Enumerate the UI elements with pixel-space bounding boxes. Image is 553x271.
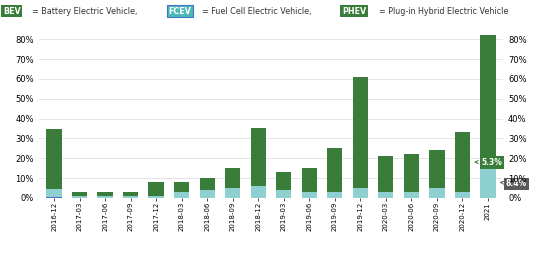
Bar (455, 133, 470, 192)
Bar (200, 178, 215, 190)
Bar (251, 186, 266, 198)
Bar (455, 192, 470, 198)
Bar (123, 196, 138, 198)
Bar (301, 192, 317, 198)
Bar (327, 148, 342, 192)
Bar (327, 192, 342, 198)
Bar (404, 192, 419, 198)
Bar (251, 128, 266, 186)
Text: = Fuel Cell Electric Vehicle,: = Fuel Cell Electric Vehicle, (202, 7, 312, 16)
Bar (123, 192, 138, 196)
Bar (225, 188, 241, 198)
Bar (353, 188, 368, 198)
Text: = Plug-in Hybrid Electric Vehicle: = Plug-in Hybrid Electric Vehicle (379, 7, 509, 16)
Bar (148, 182, 164, 196)
Bar (378, 156, 394, 192)
Bar (225, 168, 241, 188)
Bar (72, 192, 87, 196)
Bar (174, 192, 189, 198)
Legend: Brand new FCEV passenger cars, Brand new PHEV passenger cars, Brand new BEV pass: Brand new FCEV passenger cars, Brand new… (34, 0, 452, 2)
Bar (97, 192, 113, 196)
Bar (480, 166, 495, 198)
Bar (276, 190, 291, 198)
Text: PHEV: PHEV (342, 7, 366, 16)
Text: FCEV: FCEV (169, 7, 191, 16)
Bar (148, 196, 164, 198)
Bar (301, 168, 317, 192)
Bar (429, 188, 445, 198)
Text: 5.3%: 5.3% (475, 158, 503, 167)
Bar (97, 196, 113, 198)
Bar (353, 77, 368, 188)
Bar (378, 192, 394, 198)
Text: 8.4%: 8.4% (500, 179, 527, 188)
Bar (46, 197, 62, 198)
Bar (276, 172, 291, 190)
Bar (404, 154, 419, 192)
Text: BEV: BEV (3, 7, 20, 16)
Bar (72, 196, 87, 198)
Bar (429, 150, 445, 188)
Bar (480, 23, 495, 166)
Text: = Battery Electric Vehicle,: = Battery Electric Vehicle, (32, 7, 138, 16)
Bar (46, 130, 62, 189)
Bar (174, 182, 189, 192)
Bar (46, 189, 62, 197)
Bar (200, 190, 215, 198)
